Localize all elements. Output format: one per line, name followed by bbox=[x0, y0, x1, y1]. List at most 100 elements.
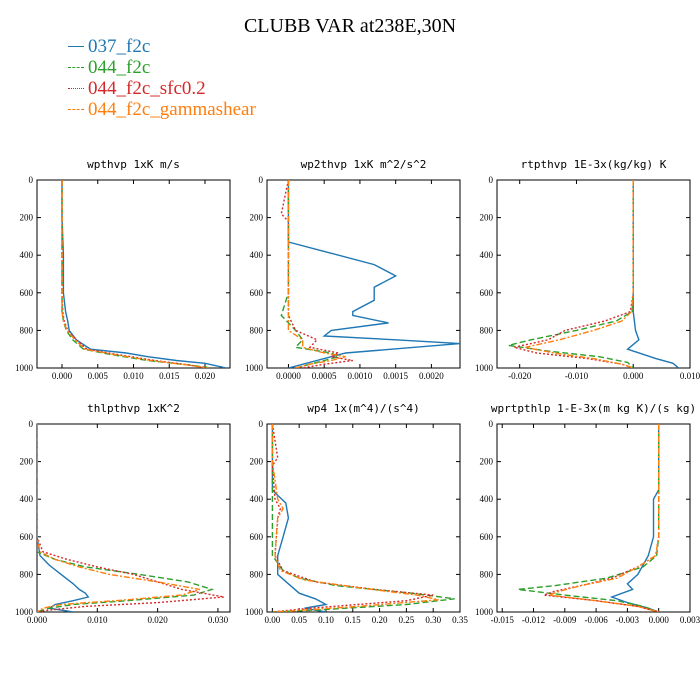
legend-label-4: 044_f2c_gammashear bbox=[88, 98, 256, 120]
series-line-4 bbox=[548, 424, 660, 612]
plot-5: wp4 1x(m^4)/(s^4) 0.00 0.05 0.10 0.15 0.20 0.2… bbox=[245, 402, 468, 625]
legend-swatch-3 bbox=[68, 88, 84, 89]
series-line-1 bbox=[609, 424, 660, 612]
y-tick-label: 400 bbox=[20, 494, 34, 504]
series-line-3 bbox=[543, 424, 660, 612]
y-tick-label: 1000 bbox=[245, 363, 264, 373]
x-tick-label: 0.015 bbox=[159, 371, 180, 381]
series-line-1 bbox=[626, 180, 680, 368]
page-title: CLUBB VAR at238E,30N bbox=[243, 15, 457, 37]
y-tick-label: 0 bbox=[259, 175, 264, 185]
series-line-4 bbox=[37, 424, 201, 612]
y-tick-label: 200 bbox=[250, 457, 264, 467]
y-tick-label: 0 bbox=[29, 419, 34, 429]
x-tick-label: 0.005 bbox=[88, 371, 109, 381]
x-tick-label: 0.0020 bbox=[419, 371, 444, 381]
x-tick-label: 0.0010 bbox=[348, 371, 373, 381]
legend-item-4: 044_f2c_gammashear bbox=[68, 99, 256, 120]
y-tick-label: 1000 bbox=[245, 607, 264, 617]
legend-label-2: 044_f2c bbox=[88, 56, 151, 78]
series-line-2 bbox=[271, 424, 455, 612]
series-line-1 bbox=[287, 180, 460, 368]
x-tick-label: -0.020 bbox=[508, 371, 532, 381]
x-tick-label: 0.000 bbox=[52, 371, 73, 381]
y-tick-label: 600 bbox=[480, 288, 494, 298]
series-line-1 bbox=[37, 424, 90, 612]
series-line-4 bbox=[271, 424, 439, 612]
y-tick-label: 0 bbox=[259, 419, 264, 429]
plot-2: wp2thvp 1xK m^2/s^2 0.0000 0.0005 0.0010 0.0… bbox=[245, 158, 461, 381]
y-tick-label: 600 bbox=[250, 532, 264, 542]
x-tick-label: 0.0000 bbox=[276, 371, 301, 381]
x-tick-label: -0.010 bbox=[565, 371, 589, 381]
x-tick-label: -0.006 bbox=[584, 615, 608, 625]
plot-frame bbox=[36, 179, 231, 369]
plot-title: wp4 1x(m^4)/(s^4) bbox=[307, 402, 420, 415]
y-tick-label: 1000 bbox=[15, 607, 34, 617]
x-tick-label: 0.05 bbox=[291, 615, 307, 625]
x-tick-label: 0.0005 bbox=[312, 371, 337, 381]
legend-label-3: 044_f2c_sfc0.2 bbox=[88, 77, 206, 99]
legend-item-3: 044_f2c_sfc0.2 bbox=[68, 78, 256, 99]
x-tick-label: 0.020 bbox=[195, 371, 216, 381]
plot-title: rtpthvp 1E-3x(kg/kg) K bbox=[521, 158, 667, 171]
y-tick-label: 600 bbox=[250, 288, 264, 298]
x-tick-label: 0.010 bbox=[123, 371, 144, 381]
plot-1: wpthvp 1xK m/s 0.000 0.005 0.010 0.015 0.020 0… bbox=[15, 158, 231, 381]
x-tick-label: 0.30 bbox=[425, 615, 441, 625]
y-tick-label: 1000 bbox=[15, 363, 34, 373]
x-tick-label: 0.000 bbox=[623, 371, 644, 381]
y-tick-label: 200 bbox=[20, 213, 34, 223]
plot-frame bbox=[36, 423, 231, 613]
y-tick-label: 400 bbox=[480, 250, 494, 260]
y-tick-label: 200 bbox=[250, 213, 264, 223]
y-tick-label: 800 bbox=[20, 325, 34, 335]
x-tick-label: 0.000 bbox=[27, 615, 48, 625]
x-tick-label: 0.0015 bbox=[383, 371, 408, 381]
legend-swatch-1 bbox=[68, 46, 84, 47]
y-tick-label: 400 bbox=[480, 494, 494, 504]
legend-item-1: 037_f2c bbox=[68, 36, 256, 57]
x-tick-label: 0.00 bbox=[264, 615, 280, 625]
plot-frame bbox=[266, 179, 461, 369]
series-line-4 bbox=[287, 180, 346, 368]
plot-4: thlpthvp 1xK^2 0.000 0.010 0.020 0.030 0 200 40… bbox=[15, 402, 231, 625]
series-line-3 bbox=[61, 180, 206, 368]
plot-3: rtpthvp 1E-3x(kg/kg) K -0.020 -0.010 0.000 0… bbox=[475, 158, 700, 381]
series-line-3 bbox=[271, 424, 434, 612]
legend-label-1: 037_f2c bbox=[88, 35, 151, 57]
y-tick-label: 0 bbox=[489, 419, 494, 429]
legend-item-2: 044_f2c bbox=[68, 57, 256, 78]
plot-title: wp2thvp 1xK m^2/s^2 bbox=[301, 158, 427, 171]
x-tick-label: -0.012 bbox=[522, 615, 545, 625]
y-tick-label: 200 bbox=[480, 213, 494, 223]
x-tick-label: -0.003 bbox=[616, 615, 640, 625]
plot-title: wpthvp 1xK m/s bbox=[87, 158, 180, 171]
x-tick-label: 0.10 bbox=[318, 615, 334, 625]
x-tick-label: 0.000 bbox=[649, 615, 670, 625]
plot-frame bbox=[496, 423, 691, 613]
y-tick-label: 0 bbox=[489, 175, 494, 185]
x-tick-label: 0.020 bbox=[148, 615, 169, 625]
x-tick-label: -0.015 bbox=[491, 615, 515, 625]
y-tick-label: 800 bbox=[250, 569, 264, 579]
plot-title: thlpthvp 1xK^2 bbox=[87, 402, 180, 415]
y-tick-label: 1000 bbox=[475, 363, 494, 373]
plot-6: wprtpthlp 1-E-3x(m kg K)/(s kg) -0.015 -0.… bbox=[475, 402, 700, 625]
plot-frame bbox=[496, 179, 691, 369]
legend-swatch-2 bbox=[68, 67, 84, 68]
legend-swatch-4 bbox=[68, 109, 84, 110]
y-tick-label: 800 bbox=[250, 325, 264, 335]
series-line-3 bbox=[513, 180, 634, 368]
y-tick-label: 800 bbox=[480, 569, 494, 579]
series-line-1 bbox=[61, 180, 227, 368]
series-line-4 bbox=[525, 180, 634, 368]
series-line-4 bbox=[61, 180, 209, 368]
series-line-2 bbox=[280, 180, 341, 368]
series-line-2 bbox=[508, 180, 634, 368]
y-tick-label: 800 bbox=[20, 569, 34, 579]
x-tick-label: 0.35 bbox=[452, 615, 468, 625]
y-tick-label: 400 bbox=[250, 250, 264, 260]
x-tick-label: -0.009 bbox=[553, 615, 577, 625]
